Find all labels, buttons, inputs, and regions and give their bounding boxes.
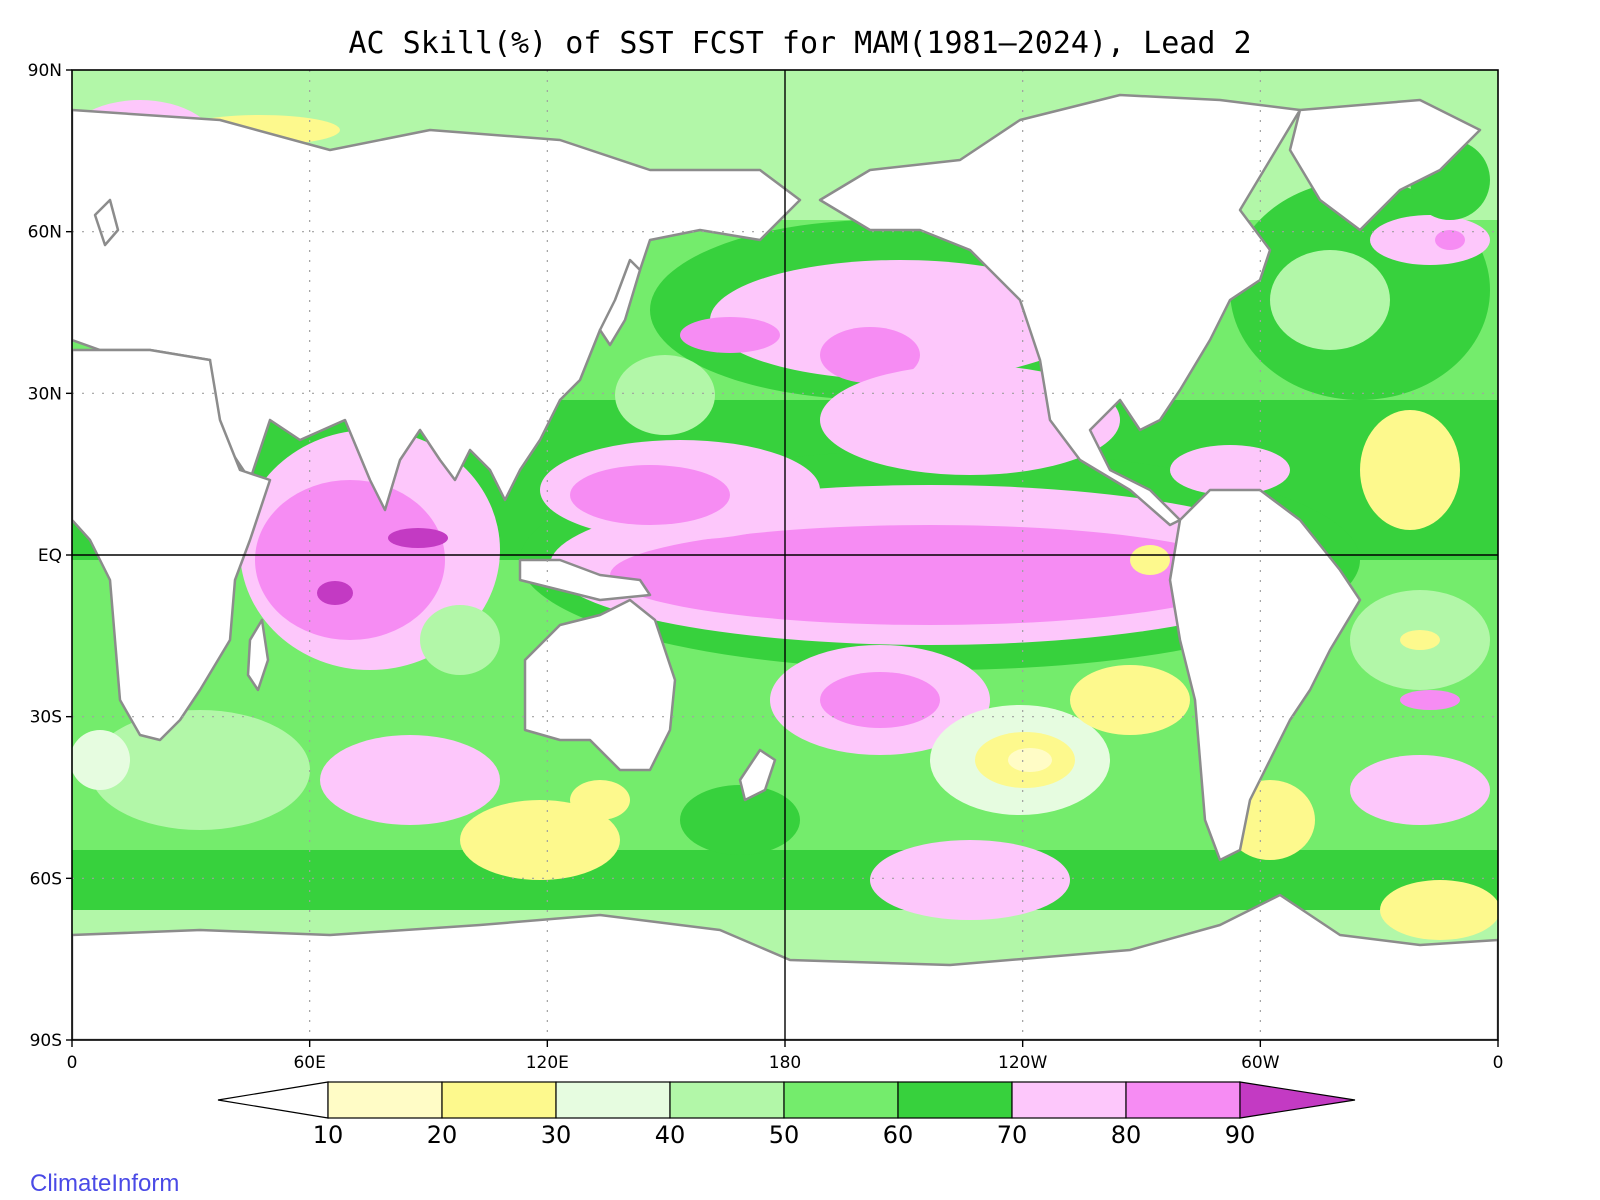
legend-label: 20	[427, 1121, 458, 1149]
skill-region	[1130, 545, 1170, 575]
japan-land	[598, 258, 642, 347]
africa-land	[72, 348, 272, 742]
skill-region	[710, 260, 1090, 380]
skill-region	[1008, 748, 1052, 772]
skill-region	[1435, 230, 1465, 250]
skill-region	[610, 525, 1250, 625]
skill-region	[1400, 630, 1440, 650]
skill-region	[870, 840, 1070, 920]
skill-region	[680, 785, 800, 855]
skill-region	[1400, 690, 1460, 710]
lat-tick-label: EQ	[38, 546, 62, 566]
lon-tick-label: 120E	[526, 1053, 569, 1073]
lon-tick-label: 60E	[293, 1053, 325, 1073]
legend-swatch	[897, 1081, 1013, 1119]
madagascar-land	[246, 618, 270, 692]
skill-region	[1270, 250, 1390, 350]
lat-tick-label: 60N	[28, 223, 62, 243]
lon-tick-label: 180	[769, 1053, 801, 1073]
australia-land	[523, 598, 677, 772]
skill-region	[1380, 880, 1498, 940]
legend-swatch	[555, 1081, 671, 1119]
skill-region	[72, 730, 130, 790]
credit-label: ClimateInform	[30, 1170, 180, 1197]
legend-label: 70	[997, 1121, 1028, 1149]
legend-label: 40	[655, 1121, 686, 1149]
skill-region	[570, 780, 630, 820]
gridlines	[72, 70, 1498, 1040]
lat-tick-label: 30N	[28, 384, 62, 404]
latitude-axis: 90N 60N 30N EQ 30S 60S 90S	[28, 61, 72, 1051]
skill-region	[820, 327, 920, 383]
legend-label: 60	[883, 1121, 914, 1149]
skill-region	[320, 735, 500, 825]
lon-tick-label: 0	[67, 1053, 78, 1073]
skill-region	[420, 605, 500, 675]
skill-region	[460, 800, 620, 880]
lat-tick-label: 30S	[30, 708, 62, 728]
skill-region	[1360, 410, 1460, 530]
south-america-land	[1168, 488, 1362, 862]
skill-region	[90, 710, 310, 830]
legend-swatch	[327, 1081, 443, 1119]
uk-land	[93, 198, 120, 247]
legend-label: 10	[313, 1121, 344, 1149]
lon-tick-label: 60W	[1241, 1053, 1280, 1073]
lon-tick-label: 120W	[998, 1053, 1047, 1073]
lat-tick-label: 60S	[30, 869, 62, 889]
skill-region	[570, 465, 730, 525]
legend-label: 50	[769, 1121, 800, 1149]
skill-region	[820, 672, 940, 728]
legend-swatch	[1011, 1081, 1127, 1119]
north-america-land	[818, 93, 1302, 527]
legend-arrow-high	[1239, 1081, 1356, 1119]
map-title: AC Skill(%) of SST FCST for MAM(1981–202…	[348, 26, 1252, 61]
lon-tick-label: 0	[1493, 1053, 1504, 1073]
greenland-land	[1288, 98, 1482, 232]
legend-swatch	[669, 1081, 785, 1119]
skill-region	[1170, 445, 1290, 495]
skill-region	[1070, 665, 1190, 735]
legend-swatch	[1125, 1081, 1241, 1119]
skill-region	[388, 528, 448, 548]
new-zealand-land	[738, 748, 777, 802]
legend-arrow-low	[217, 1081, 329, 1119]
legend-label: 90	[1225, 1121, 1256, 1149]
legend-swatch	[441, 1081, 557, 1119]
longitude-axis: 0 60E 120E 180 120W 60W 0	[67, 1040, 1504, 1073]
skill-region	[615, 355, 715, 435]
skill-region	[1370, 215, 1490, 265]
skill-region	[1350, 755, 1490, 825]
lat-tick-label: 90N	[28, 61, 62, 81]
skill-region	[317, 581, 353, 605]
legend-label: 30	[541, 1121, 572, 1149]
indonesia-land	[518, 558, 652, 602]
legend-label: 80	[1111, 1121, 1142, 1149]
lat-tick-label: 90S	[30, 1031, 62, 1051]
color-legend: 10 20 30 40 50 60 70 80 90	[217, 1081, 1356, 1149]
legend-swatch	[783, 1081, 899, 1119]
skill-region	[255, 480, 445, 640]
skill-region	[680, 317, 780, 353]
